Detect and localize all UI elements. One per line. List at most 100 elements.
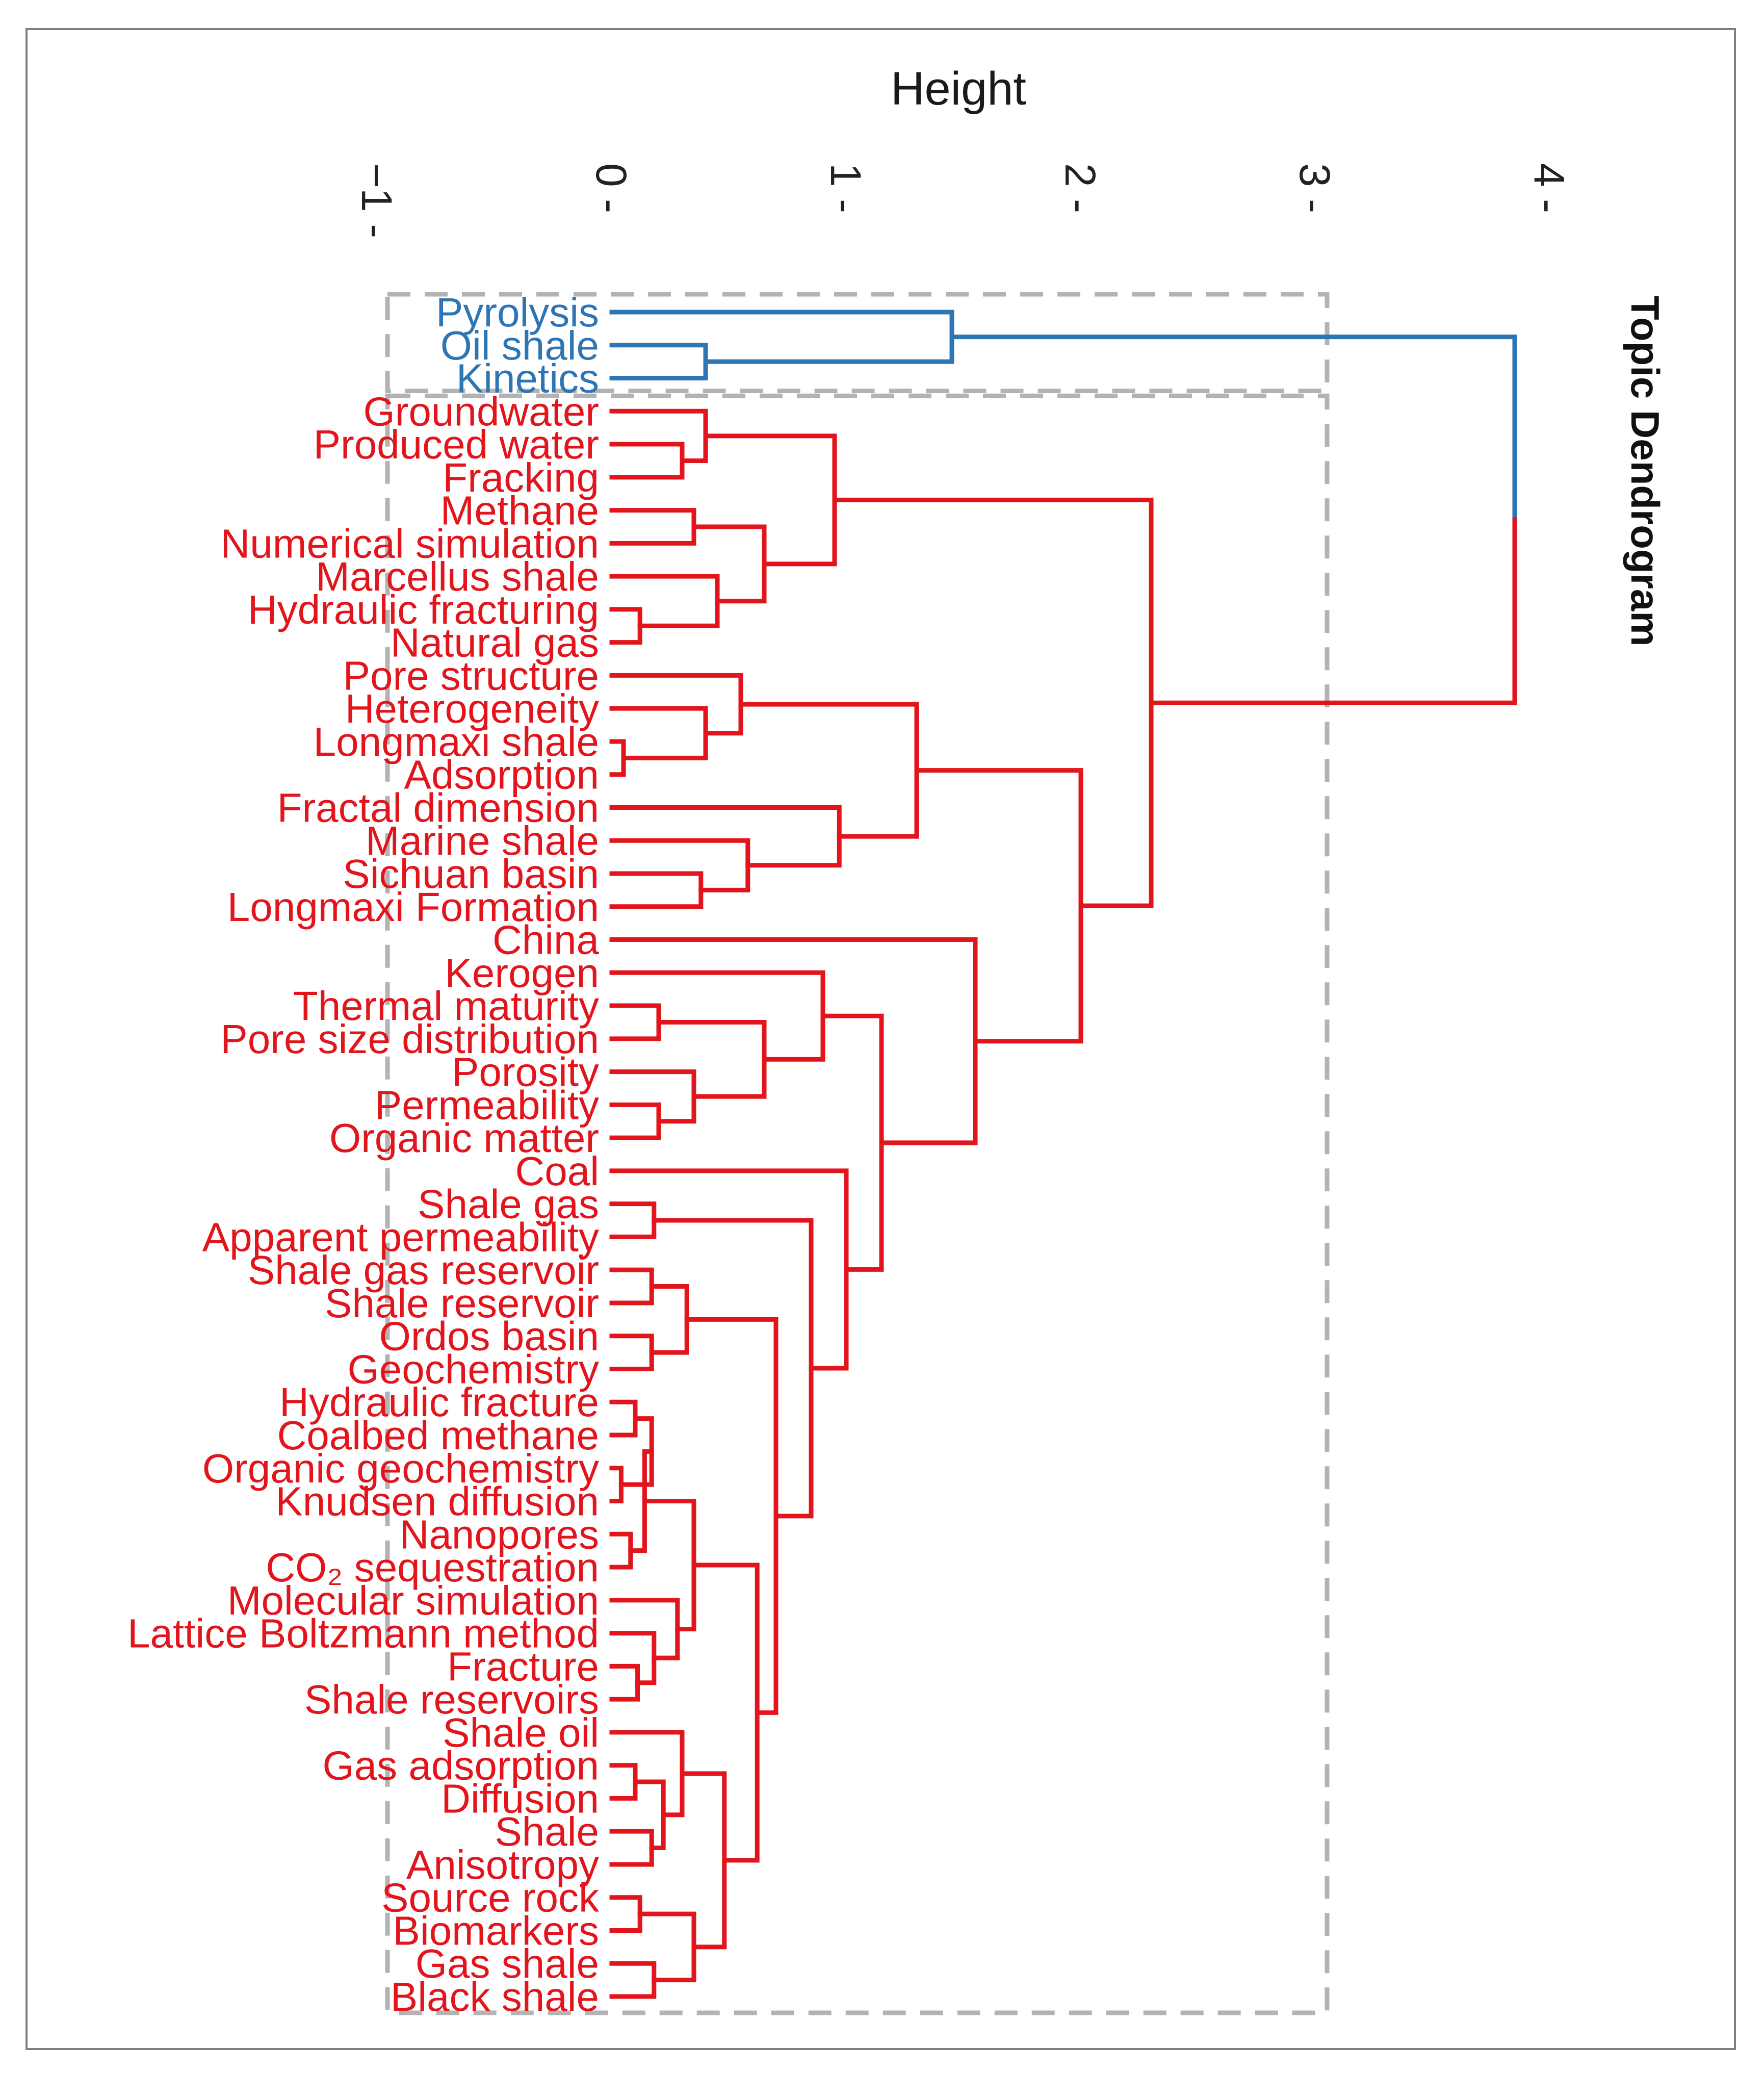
merge-link-21	[609, 970, 825, 1062]
leaf-label-coal: Coal	[515, 1148, 599, 1194]
leaf-label-permeability: Permeability	[375, 1082, 599, 1128]
leaf-label-hydraulic-fracture: Hydraulic fracture	[279, 1379, 599, 1425]
leaf-label-produced-water: Produced water	[314, 422, 599, 467]
merge-link-39	[609, 1895, 642, 1933]
merge-link-47	[820, 1013, 884, 1272]
leaf-label-oil-shale: Oil shale	[440, 323, 599, 368]
merge-link-45	[652, 1218, 814, 1519]
merge-link-40	[609, 1961, 657, 1999]
tick-label: 4 -	[1525, 163, 1573, 213]
tick-label: 3 -	[1291, 163, 1339, 213]
leaf-label-methane: Methane	[440, 488, 599, 533]
merge-link-14	[609, 838, 750, 892]
height-axis-ticks: −1 - 0 - 1 - 2 - 3 - 4 -	[353, 163, 1573, 238]
leaf-label-shale-oil: Shale oil	[443, 1710, 599, 1755]
leaf-label-organic-geochemistry: Organic geochemistry	[202, 1446, 599, 1491]
merge-link-38	[609, 1730, 685, 1818]
leaf-label-shale: Shale	[495, 1809, 599, 1854]
leaf-label-shale-gas-reservoir: Shale gas reservoir	[248, 1247, 599, 1293]
merge-link-49	[914, 768, 1083, 1044]
merge-link-31	[609, 1663, 640, 1702]
leaf-label-sichuan-basin: Sichuan basin	[343, 851, 599, 897]
leaf-label-natural-gas: Natural gas	[391, 620, 599, 666]
leaf-label-fracture: Fracture	[447, 1644, 599, 1689]
axis-title: Height	[891, 63, 1026, 115]
merge-link-17	[609, 1003, 661, 1041]
merge-link-1	[609, 343, 708, 381]
leaf-label-coalbed-methane: Coalbed methane	[277, 1413, 599, 1458]
leaf-label-gas-shale: Gas shale	[416, 1941, 599, 1986]
merge-link-25	[649, 1284, 689, 1355]
merge-link-3	[609, 442, 685, 480]
leaf-label-numerical-simulation: Numerical simulation	[221, 521, 599, 566]
leaf-label-black-shale: Black shale	[391, 1974, 599, 2019]
leaf-label-lattice-boltzmann-method: Lattice Boltzmann method	[127, 1611, 599, 1656]
tick-label: −1 -	[353, 163, 401, 238]
root-link-upper	[949, 335, 1517, 523]
merge-link-18	[609, 1102, 661, 1140]
merge-link-15	[609, 805, 842, 868]
leaf-label-shale-reservoir: Shale reservoir	[325, 1281, 599, 1326]
merge-link-11	[609, 706, 708, 760]
merge-link-44	[684, 1317, 779, 1715]
leaf-label-geochemistry: Geochemistry	[348, 1346, 599, 1392]
leaf-label-molecular-simulation: Molecular simulation	[227, 1578, 599, 1623]
cluster-boxes	[385, 292, 1330, 2015]
merge-link-6	[609, 607, 642, 645]
tick-label: 0 -	[587, 163, 635, 213]
merge-link-36	[609, 1829, 654, 1867]
leaf-label-kerogen: Kerogen	[445, 950, 599, 995]
leaf-label-thermal-maturity: Thermal maturity	[293, 983, 599, 1029]
merge-link-26	[609, 1399, 638, 1438]
merge-link-42	[680, 1771, 727, 1950]
merge-link-8	[691, 524, 767, 604]
leaf-label-diffusion: Diffusion	[441, 1776, 599, 1821]
merge-link-16	[738, 702, 919, 839]
merge-link-32	[609, 1631, 657, 1685]
leaf-label-organic-matter: Organic matter	[329, 1115, 599, 1161]
leaf-label-apparent-permeability: Apparent permeability	[202, 1214, 599, 1260]
merge-link-7	[609, 574, 720, 628]
leaf-label-pyrolysis: Pyrolysis	[436, 290, 599, 335]
merge-link-4	[609, 408, 708, 463]
leaf-label-longmaxi-shale: Longmaxi shale	[314, 719, 599, 764]
merge-link-24	[609, 1334, 654, 1371]
merge-link-34	[642, 1499, 696, 1631]
merge-link-41	[637, 1911, 696, 1983]
cluster-1-box	[385, 292, 1330, 394]
leaf-label-ordos-basin: Ordos basin	[379, 1314, 599, 1359]
merge-link-9	[703, 433, 837, 567]
leaf-label-co-sequestration: CO₂ sequestration	[266, 1545, 599, 1590]
leaf-label-fractal-dimension: Fractal dimension	[277, 785, 599, 830]
chart-title: Topic Dendrogram	[1623, 296, 1668, 647]
leaf-label-shale-gas: Shale gas	[418, 1182, 599, 1227]
root-link-lower	[1149, 517, 1517, 705]
leaf-label-fracking: Fracking	[443, 455, 599, 500]
leaf-label-knudsen-diffusion: Knudsen diffusion	[275, 1479, 599, 1524]
leaf-label-kinetics: Kinetics	[456, 356, 599, 401]
dendrogram-links	[609, 310, 1517, 1999]
leaf-label-heterogeneity: Heterogeneity	[345, 686, 599, 731]
merge-link-35	[609, 1763, 638, 1801]
leaf-label-hydraulic-fracturing: Hydraulic fracturing	[248, 587, 599, 632]
cluster-2-box	[385, 393, 1330, 2015]
leaf-label-porosity: Porosity	[452, 1050, 599, 1095]
merge-link-33	[609, 1598, 680, 1660]
merge-link-13	[609, 871, 704, 909]
leaf-label-china: China	[492, 917, 600, 963]
leaf-label-shale-reservoirs: Shale reservoirs	[304, 1677, 599, 1722]
leaf-label-biomarkers: Biomarkers	[393, 1908, 599, 1953]
merge-link-19	[609, 1069, 696, 1124]
merge-link-29	[609, 1531, 633, 1570]
merge-link-48	[609, 937, 978, 1145]
leaf-label-marine-shale: Marine shale	[366, 818, 599, 863]
leaf-label-groundwater: Groundwater	[364, 389, 599, 434]
leaf-label-marcellus-shale: Marcellus shale	[316, 554, 599, 599]
merge-link-37	[633, 1779, 666, 1851]
merge-link-20	[656, 1019, 767, 1099]
tick-label: 1 -	[822, 163, 870, 213]
leaf-label-anisotropy: Anisotropy	[406, 1842, 599, 1887]
merge-link-2	[609, 310, 954, 364]
